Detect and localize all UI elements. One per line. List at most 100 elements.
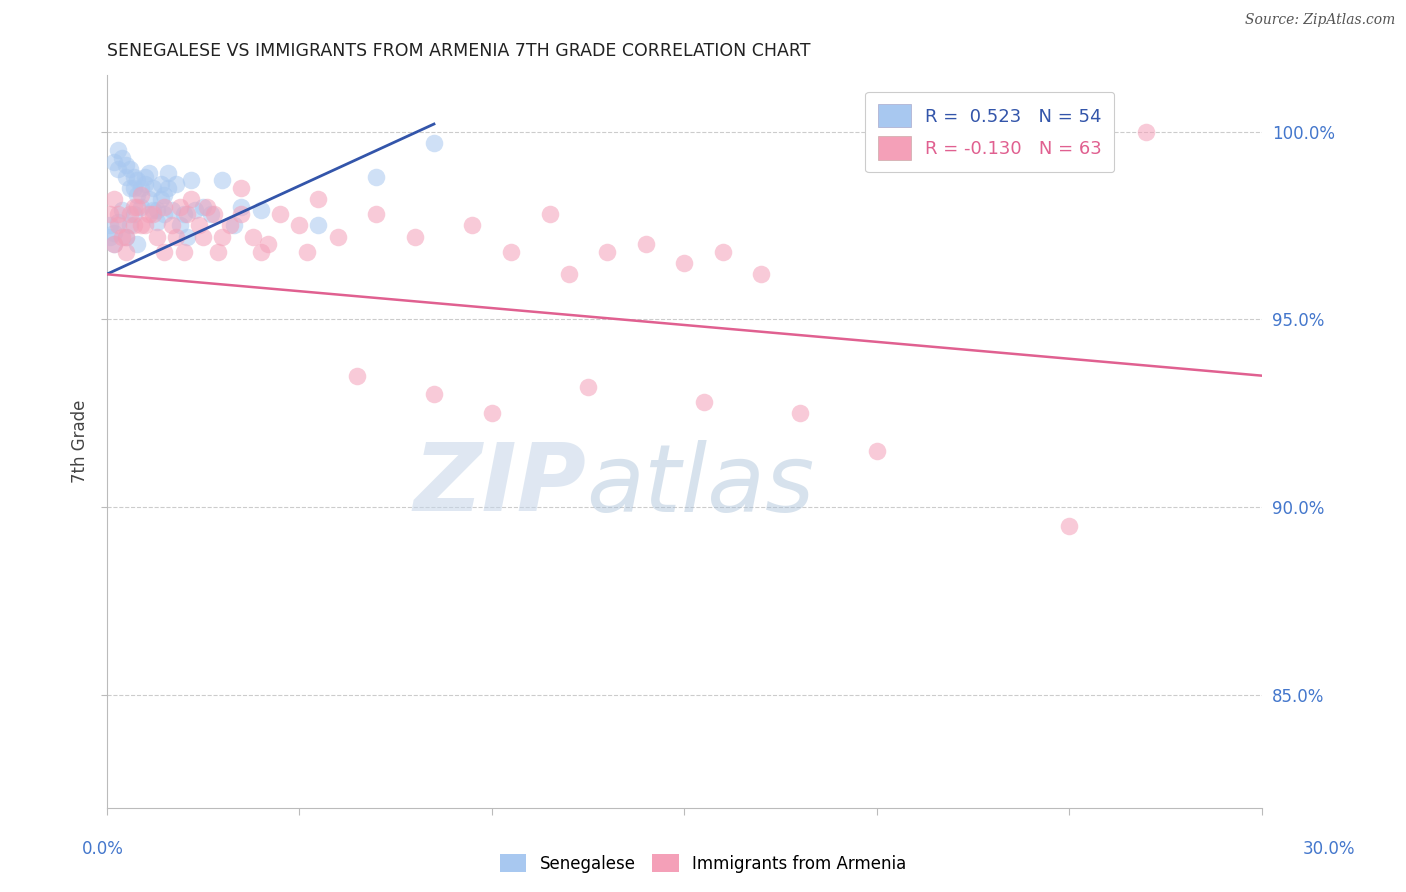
Point [111,151,134,165]
Point [127,188,149,202]
Point [122,200,145,214]
Point [127,173,149,187]
Point [134,219,156,233]
Point [218,219,240,233]
Y-axis label: 7th Grade: 7th Grade [72,400,89,483]
Point [118,181,141,195]
Point [538,207,561,221]
Point [145,203,167,218]
Point [692,395,714,409]
Point [1135,124,1157,138]
Point [481,406,503,420]
Point [295,244,318,259]
Point [153,207,176,221]
Point [749,267,772,281]
Point [127,237,149,252]
Point [122,207,145,221]
Point [118,219,141,233]
Point [107,215,129,229]
Point [134,177,156,191]
Point [231,207,253,221]
Point [103,237,125,252]
Point [200,207,222,221]
Point [257,237,280,252]
Point [211,229,233,244]
Point [149,192,172,206]
Point [366,169,388,184]
Point [191,229,214,244]
Point [288,219,311,233]
Point [100,207,122,221]
Point [129,181,152,195]
Point [1059,519,1081,533]
Point [153,188,176,202]
Point [129,219,152,233]
Point [423,387,446,401]
Point [366,207,388,221]
Text: atlas: atlas [586,440,814,531]
Point [115,158,138,172]
Point [107,162,129,177]
Point [404,229,426,244]
Point [111,203,134,218]
Point [145,229,167,244]
Point [499,244,522,259]
Point [145,215,167,229]
Point [138,207,160,221]
Point [558,267,581,281]
Point [103,226,125,240]
Point [249,244,271,259]
Point [180,173,202,187]
Point [173,207,195,221]
Legend: R =  0.523   N = 54, R = -0.130   N = 63: R = 0.523 N = 54, R = -0.130 N = 63 [865,92,1115,172]
Point [138,166,160,180]
Point [103,192,125,206]
Point [103,237,125,252]
Point [242,229,264,244]
Point [134,169,156,184]
Point [115,244,138,259]
Point [307,192,329,206]
Point [115,169,138,184]
Point [711,244,734,259]
Point [169,219,191,233]
Point [115,229,138,244]
Point [184,203,207,218]
Point [129,200,152,214]
Point [122,181,145,195]
Point [127,200,149,214]
Point [176,207,198,221]
Point [461,219,484,233]
Point [307,219,329,233]
Point [118,162,141,177]
Point [346,368,368,383]
Point [138,192,160,206]
Text: SENEGALESE VS IMMIGRANTS FROM ARMENIA 7TH GRADE CORRELATION CHART: SENEGALESE VS IMMIGRANTS FROM ARMENIA 7T… [107,42,810,60]
Point [153,244,176,259]
Point [115,229,138,244]
Point [423,136,446,150]
Point [122,219,145,233]
Point [153,200,176,214]
Point [576,380,599,394]
Point [142,207,165,221]
Point [207,244,229,259]
Text: Source: ZipAtlas.com: Source: ZipAtlas.com [1244,13,1395,28]
Point [157,181,180,195]
Point [634,237,657,252]
Point [866,443,889,458]
Point [142,181,165,195]
Point [191,200,214,214]
Point [103,154,125,169]
Text: ZIP: ZIP [413,440,586,532]
Point [107,207,129,221]
Point [107,144,129,158]
Point [188,219,211,233]
Text: 30.0%: 30.0% [1302,840,1355,858]
Point [231,200,253,214]
Point [100,229,122,244]
Point [180,192,202,206]
Point [195,200,218,214]
Point [176,229,198,244]
Legend: Senegalese, Immigrants from Armenia: Senegalese, Immigrants from Armenia [494,847,912,880]
